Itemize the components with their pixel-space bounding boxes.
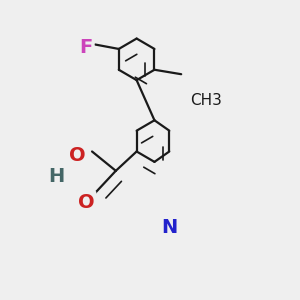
Text: H: H <box>48 167 64 186</box>
Text: F: F <box>80 38 93 57</box>
Text: O: O <box>69 146 85 165</box>
Text: CH3: CH3 <box>190 94 222 109</box>
Text: O: O <box>78 193 94 211</box>
Text: N: N <box>161 218 177 237</box>
